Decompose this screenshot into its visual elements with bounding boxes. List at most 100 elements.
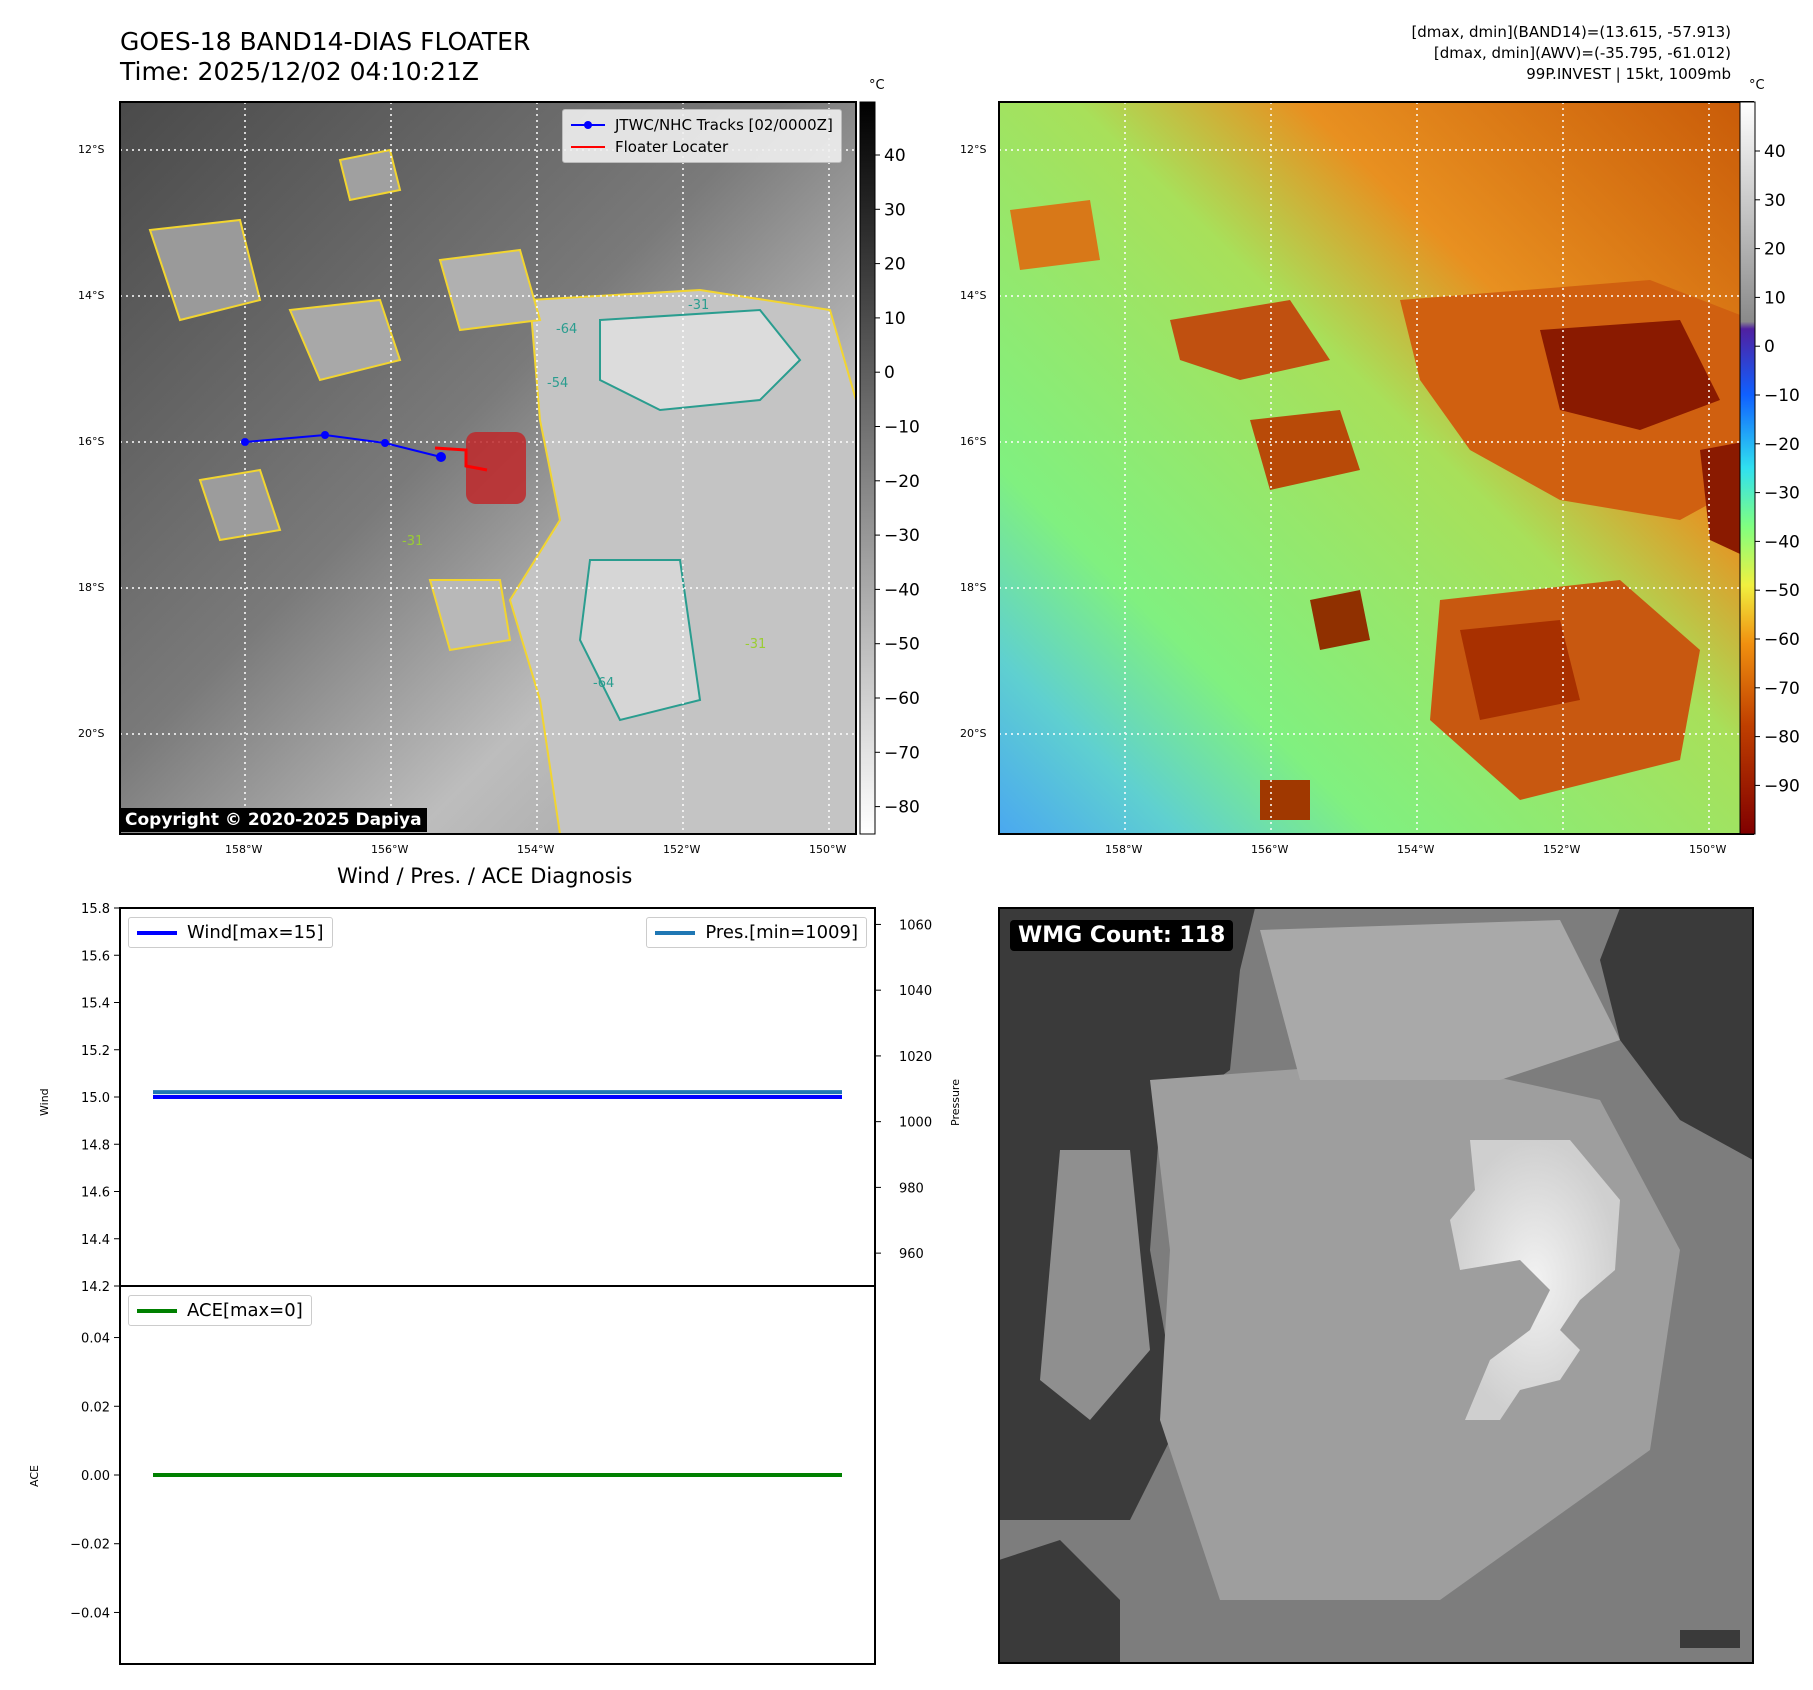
map-legend: JTWC/NHC Tracks [02/0000Z] Floater Locat… <box>562 109 842 163</box>
colorbar-tick-label: −50 <box>1764 581 1800 601</box>
band14-stats: [dmax, dmin](BAND14)=(13.615, -57.913) <box>1411 23 1731 41</box>
colorbar-tick-label: −80 <box>1764 728 1800 748</box>
enhanced-gridlines <box>999 102 1753 834</box>
colorbar-tick-label: 30 <box>884 200 906 220</box>
floater-legend-line <box>571 146 605 148</box>
pressure-tick-label: 1020 <box>899 1050 932 1065</box>
pressure-tick-label: 960 <box>899 1247 924 1262</box>
wmg-panel <box>998 907 1754 1664</box>
enhanced-lon-label: 158°W <box>1105 843 1143 856</box>
colorbar-tick-label: 0 <box>884 363 895 383</box>
wmg-dark-region <box>1680 1630 1740 1648</box>
floater-legend-label: Floater Locater <box>615 138 729 156</box>
ir-lon-label: 150°W <box>809 843 847 856</box>
pressure-legend-swatch <box>655 930 696 935</box>
colorbar-tick-label: −40 <box>1764 532 1800 552</box>
ace-axis-label: ACE <box>28 1465 41 1487</box>
contour-label: -64 <box>593 676 615 691</box>
enhanced-lat-label: 16°S <box>960 435 987 448</box>
enhanced-colorbar-unit: °C <box>1749 78 1765 93</box>
ace-legend-swatch <box>137 1308 177 1313</box>
diagnosis-chart: 15.8 15.6 15.4 15.2 15.0 14.8 14.6 14.4 14.2 1060… <box>70 902 932 1665</box>
enhanced-lat-label: 18°S <box>960 581 987 594</box>
wmg-dark-region <box>1600 908 1753 1160</box>
wind-tick-label: 15.2 <box>81 1044 110 1059</box>
wmg-mid-region <box>1040 1150 1150 1420</box>
ir-lat-label: 12°S <box>78 143 105 156</box>
ir-lat-label: 14°S <box>78 289 105 302</box>
colorbar-tick-label: −50 <box>884 635 920 655</box>
contour-label: -31 <box>745 637 767 652</box>
enhanced-lat-label: 14°S <box>960 289 987 302</box>
colorbar-tick-label: 0 <box>1764 337 1775 357</box>
wind-tick-label: 15.8 <box>81 902 110 917</box>
wind-tick-label: 14.8 <box>81 1138 110 1153</box>
jtwc-track-point <box>241 438 249 446</box>
copyright-label: Copyright © 2020-2025 Dapiya <box>120 808 427 832</box>
colorbar-tick-label: −60 <box>1764 630 1800 650</box>
wmg-frame <box>998 907 1754 1664</box>
ir-lat-label: 18°S <box>78 581 105 594</box>
figure-time: Time: 2025/12/02 04:10:21Z <box>120 57 479 86</box>
ace-tick-label: 0.00 <box>81 1469 110 1484</box>
ace-tick-label: −0.02 <box>70 1538 110 1553</box>
colorbar-tick-label: 10 <box>1764 288 1786 308</box>
jtwc-track-point <box>321 431 329 439</box>
wmg-dark-region <box>999 1540 1120 1663</box>
legend-floater-entry: Floater Locater <box>571 136 833 158</box>
ir-lon-label: 152°W <box>663 843 701 856</box>
wind-tick-label: 14.4 <box>81 1233 110 1248</box>
colorbar-tick-label: 20 <box>1764 240 1786 260</box>
ir-colorbar-ticks: 40 30 20 10 0 −10 −20 −30 −40 −50 −60 −70 −80 <box>875 146 920 818</box>
ace-tick-label: −0.04 <box>70 1606 110 1621</box>
pressure-axis-label: Pressure <box>949 1079 962 1126</box>
ir-map-frame <box>119 101 857 835</box>
floater-locater-box <box>466 432 526 504</box>
wind-tick-label: 14.2 <box>81 1280 110 1295</box>
wind-legend-label: Wind[max=15] <box>187 922 324 943</box>
colorbar-tick-label: −10 <box>1764 386 1800 406</box>
colorbar-tick-label: −70 <box>1764 679 1800 699</box>
pressure-tick-label: 1000 <box>899 1116 932 1131</box>
colorbar-tick-label: −30 <box>884 526 920 546</box>
ir-colorbar-unit: °C <box>869 78 885 93</box>
ir-colorbar <box>859 101 876 835</box>
enhanced-map-panel <box>998 101 1754 835</box>
wmg-light-region <box>1260 920 1620 1080</box>
awv-stats: [dmax, dmin](AWV)=(-35.795, -61.012) <box>1433 44 1731 62</box>
diagnosis-title: Wind / Pres. / ACE Diagnosis <box>337 864 633 888</box>
ir-lon-label: 156°W <box>371 843 409 856</box>
wind-tick-label: 15.6 <box>81 949 110 964</box>
jtwc-track-point <box>436 452 446 462</box>
colorbar-tick-label: −80 <box>884 798 920 818</box>
pressure-legend: Pres.[min=1009] <box>646 917 867 948</box>
colorbar-tick-label: 10 <box>884 309 906 329</box>
wind-legend: Wind[max=15] <box>128 917 333 948</box>
contour-label: -54 <box>547 376 569 391</box>
diagnosis-ticks: 15.8 15.6 15.4 15.2 15.0 14.8 14.6 14.4 14.2 1060… <box>70 902 932 1621</box>
colorbar-tick-label: −20 <box>884 472 920 492</box>
colorbar-tick-label: −30 <box>1764 484 1800 504</box>
wind-legend-swatch <box>137 930 177 935</box>
colorbar-tick-label: −70 <box>884 743 920 763</box>
ace-legend-label: ACE[max=0] <box>187 1300 303 1321</box>
wind-tick-label: 14.6 <box>81 1186 110 1201</box>
track-legend-label: JTWC/NHC Tracks [02/0000Z] <box>615 116 833 134</box>
colorbar-tick-label: 40 <box>1764 142 1786 162</box>
wmg-count-badge: WMG Count: 118 <box>1010 920 1234 951</box>
ir-cloud-shapes <box>148 148 856 834</box>
pressure-legend-label: Pres.[min=1009] <box>705 922 858 943</box>
enhanced-lat-label: 12°S <box>960 143 987 156</box>
colorbar-tick-label: 20 <box>884 255 906 275</box>
enhanced-lon-label: 150°W <box>1689 843 1727 856</box>
ace-legend: ACE[max=0] <box>128 1295 312 1326</box>
enhanced-lat-label: 20°S <box>960 727 987 740</box>
ir-lat-label: 16°S <box>78 435 105 448</box>
ir-lon-label: 154°W <box>517 843 555 856</box>
jtwc-track-point <box>381 439 389 447</box>
wind-axis-label: Wind <box>38 1088 51 1116</box>
wind-tick-label: 15.4 <box>81 997 110 1012</box>
pressure-tick-label: 980 <box>899 1181 924 1196</box>
wind-tick-label: 15.0 <box>81 1091 110 1106</box>
colorbar-tick-label: −40 <box>884 580 920 600</box>
